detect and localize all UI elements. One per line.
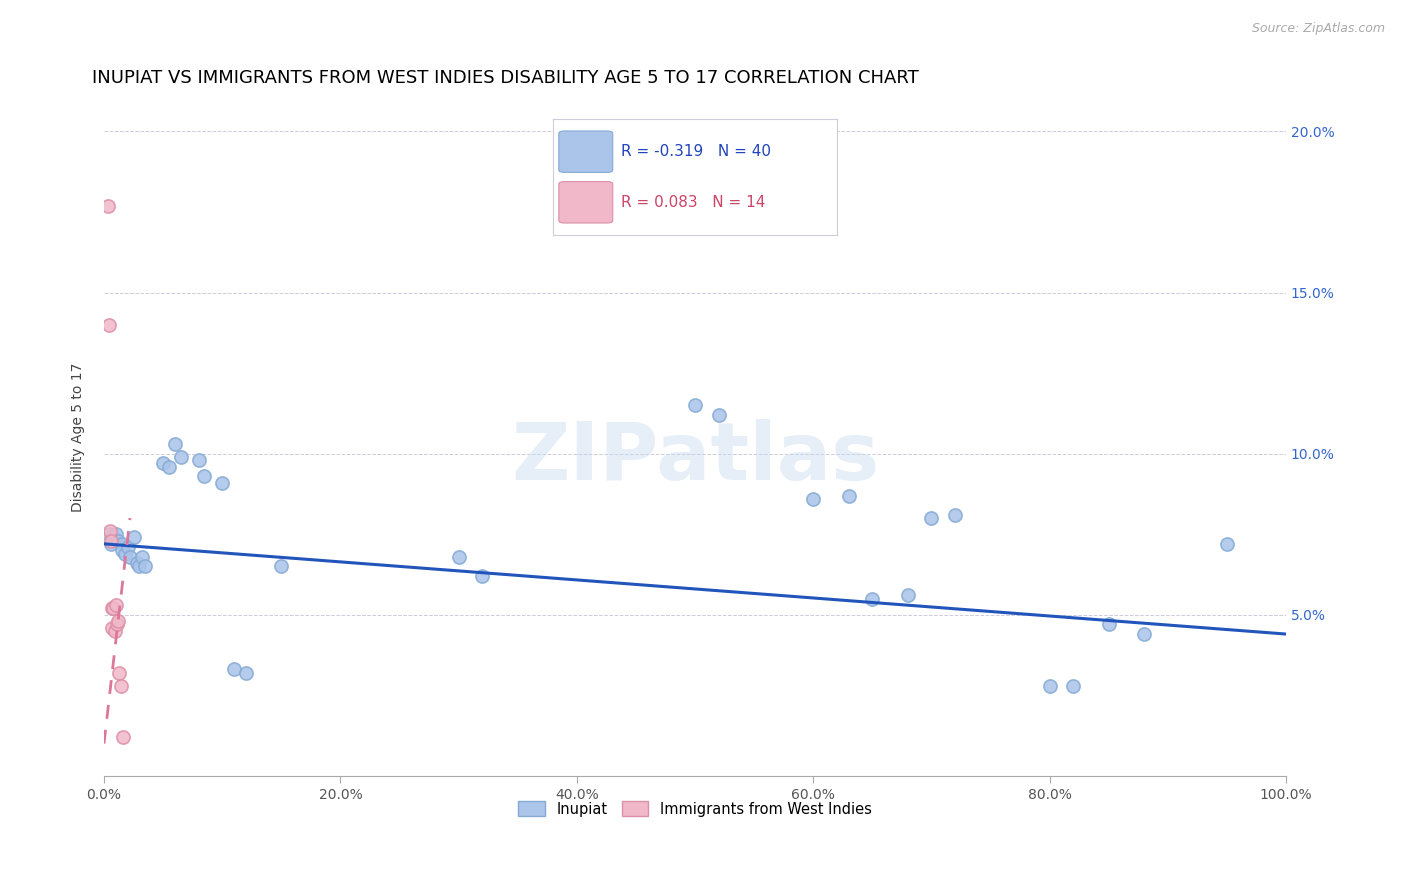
Point xyxy=(122,530,145,544)
Point xyxy=(1098,617,1121,632)
Point xyxy=(920,511,942,525)
Point xyxy=(114,547,136,561)
Point xyxy=(235,665,257,680)
Point xyxy=(131,549,153,564)
Point xyxy=(471,569,494,583)
Point xyxy=(97,318,120,332)
Point xyxy=(107,614,129,628)
Point xyxy=(118,549,141,564)
Point xyxy=(1133,627,1156,641)
Point xyxy=(270,559,292,574)
Point xyxy=(860,591,883,606)
Point xyxy=(97,527,120,541)
Point xyxy=(101,621,124,635)
Point xyxy=(96,198,118,212)
Point xyxy=(152,456,174,470)
Point xyxy=(98,524,121,538)
Point xyxy=(100,537,122,551)
Point xyxy=(104,527,127,541)
Point xyxy=(163,437,186,451)
Point xyxy=(127,556,149,570)
Point xyxy=(193,469,215,483)
Point xyxy=(117,540,139,554)
Point xyxy=(111,537,134,551)
Point xyxy=(104,624,127,638)
Point xyxy=(134,559,156,574)
Point xyxy=(111,730,134,744)
Text: Source: ZipAtlas.com: Source: ZipAtlas.com xyxy=(1251,22,1385,36)
Legend: Inupiat, Immigrants from West Indies: Inupiat, Immigrants from West Indies xyxy=(512,796,877,822)
Y-axis label: Disability Age 5 to 17: Disability Age 5 to 17 xyxy=(72,363,86,512)
Point xyxy=(1039,679,1062,693)
Point xyxy=(103,530,125,544)
Point xyxy=(707,408,730,422)
Point xyxy=(103,601,125,615)
Point xyxy=(111,543,134,558)
Point xyxy=(100,533,122,548)
Point xyxy=(683,398,706,412)
Point xyxy=(211,475,233,490)
Point xyxy=(101,601,124,615)
Point xyxy=(801,491,824,506)
Point xyxy=(187,453,209,467)
Point xyxy=(1062,679,1084,693)
Point xyxy=(105,617,128,632)
Text: INUPIAT VS IMMIGRANTS FROM WEST INDIES DISABILITY AGE 5 TO 17 CORRELATION CHART: INUPIAT VS IMMIGRANTS FROM WEST INDIES D… xyxy=(93,69,920,87)
Point xyxy=(838,488,860,502)
Point xyxy=(897,588,920,602)
Point xyxy=(107,533,129,548)
Point xyxy=(170,450,193,464)
Point xyxy=(157,459,180,474)
Point xyxy=(222,663,245,677)
Point xyxy=(110,679,132,693)
Point xyxy=(108,665,131,680)
Point xyxy=(1216,537,1239,551)
Point xyxy=(943,508,966,522)
Point xyxy=(128,559,150,574)
Text: ZIPatlas: ZIPatlas xyxy=(510,419,879,497)
Point xyxy=(104,598,127,612)
Point xyxy=(447,549,470,564)
